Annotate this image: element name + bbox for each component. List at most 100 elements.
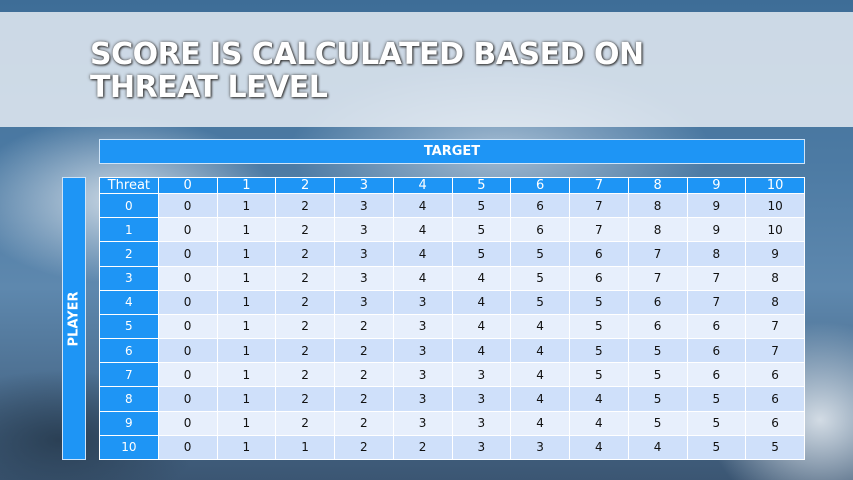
row-header: 5: [99, 313, 159, 340]
score-cell: 2: [275, 289, 335, 315]
score-cell: 8: [745, 265, 805, 291]
score-cell: 5: [745, 434, 805, 461]
score-cell: 2: [275, 265, 335, 291]
score-cell: 4: [627, 434, 688, 461]
score-cell: 5: [627, 410, 688, 436]
score-cell: 7: [686, 265, 747, 291]
score-cell: 5: [451, 192, 512, 219]
score-cell: 3: [451, 410, 512, 436]
score-cell: 0: [157, 241, 218, 267]
player-label: PLAYER: [66, 291, 82, 346]
score-cell: 2: [275, 192, 335, 219]
table-row: 10 0 1 1 2 2 3 3 4 4 5 5: [99, 434, 805, 461]
score-cell: 1: [216, 217, 277, 243]
score-cell: 1: [216, 192, 277, 219]
score-cell: 1: [216, 362, 277, 388]
score-cell: 0: [157, 338, 218, 364]
score-cell: 2: [334, 386, 394, 412]
column-header: 1: [216, 177, 277, 194]
score-cell: 4: [392, 192, 453, 219]
score-cell: 2: [334, 410, 394, 436]
column-header: 5: [451, 177, 512, 194]
column-header: 4: [392, 177, 453, 194]
score-cell: 2: [275, 410, 335, 436]
column-header: 7: [569, 177, 629, 194]
score-cell: 1: [216, 265, 277, 291]
title-line-2: THREAT LEVEL: [90, 70, 328, 105]
score-cell: 10: [745, 217, 805, 243]
score-cell: 6: [745, 362, 805, 388]
score-cell: 0: [157, 217, 218, 243]
title-band: [0, 12, 853, 127]
score-cell: 4: [392, 265, 453, 291]
score-cell: 2: [275, 386, 335, 412]
score-cell: 3: [451, 362, 512, 388]
score-cell: 2: [334, 338, 394, 364]
score-cell: 0: [157, 192, 218, 219]
row-header: 10: [99, 434, 159, 461]
score-cell: 8: [627, 192, 688, 219]
score-cell: 5: [510, 241, 570, 267]
score-cell: 2: [275, 313, 335, 340]
score-cell: 2: [275, 241, 335, 267]
score-cell: 8: [686, 241, 747, 267]
score-cell: 0: [157, 313, 218, 340]
score-cell: 7: [569, 217, 629, 243]
row-header: 1: [99, 217, 159, 243]
row-header: 2: [99, 241, 159, 267]
title-line-1: SCORE IS CALCULATED BASED ON: [90, 37, 644, 72]
score-table: Threat 0 1 2 3 4 5 6 7 8 9 10 0 0 1 2 3 4 5 6 7 8 9 10 1 0 1 2 3 4 5 6…: [99, 177, 805, 461]
score-cell: 8: [745, 289, 805, 315]
row-header: 8: [99, 386, 159, 412]
score-cell: 4: [510, 313, 570, 340]
score-cell: 4: [510, 386, 570, 412]
score-cell: 4: [451, 313, 512, 340]
score-cell: 5: [627, 338, 688, 364]
score-cell: 3: [334, 192, 394, 219]
score-cell: 5: [686, 386, 747, 412]
score-cell: 4: [392, 217, 453, 243]
score-cell: 6: [569, 241, 629, 267]
score-cell: 6: [510, 192, 570, 219]
score-cell: 1: [216, 241, 277, 267]
score-cell: 3: [392, 410, 453, 436]
table-row: 1 0 1 2 3 4 5 6 7 8 9 10: [99, 217, 805, 243]
slide-title: SCORE IS CALCULATED BASED ON THREAT LEVE…: [90, 38, 644, 104]
score-cell: 3: [451, 386, 512, 412]
table-row: 0 0 1 2 3 4 5 6 7 8 9 10: [99, 192, 805, 219]
score-cell: 7: [745, 338, 805, 364]
header-row: Threat 0 1 2 3 4 5 6 7 8 9 10: [99, 177, 805, 194]
score-cell: 0: [157, 265, 218, 291]
score-cell: 3: [392, 338, 453, 364]
score-cell: 5: [451, 241, 512, 267]
column-header: 2: [275, 177, 335, 194]
target-label: TARGET: [99, 139, 805, 164]
score-cell: 3: [392, 386, 453, 412]
score-cell: 4: [510, 362, 570, 388]
score-cell: 6: [686, 362, 747, 388]
row-header: 7: [99, 362, 159, 388]
corner-header: Threat: [99, 177, 159, 194]
score-cell: 1: [216, 386, 277, 412]
score-cell: 2: [392, 434, 453, 461]
score-cell: 8: [627, 217, 688, 243]
score-cell: 1: [275, 434, 335, 461]
score-cell: 5: [686, 410, 747, 436]
score-cell: 5: [686, 434, 747, 461]
score-cell: 2: [334, 313, 394, 340]
score-cell: 0: [157, 434, 218, 461]
column-header: 0: [157, 177, 218, 194]
row-header: 6: [99, 338, 159, 364]
score-cell: 4: [510, 410, 570, 436]
score-cell: 1: [216, 289, 277, 315]
score-cell: 1: [216, 338, 277, 364]
score-cell: 3: [334, 241, 394, 267]
score-cell: 3: [392, 362, 453, 388]
score-cell: 9: [686, 217, 747, 243]
score-cell: 5: [569, 362, 629, 388]
